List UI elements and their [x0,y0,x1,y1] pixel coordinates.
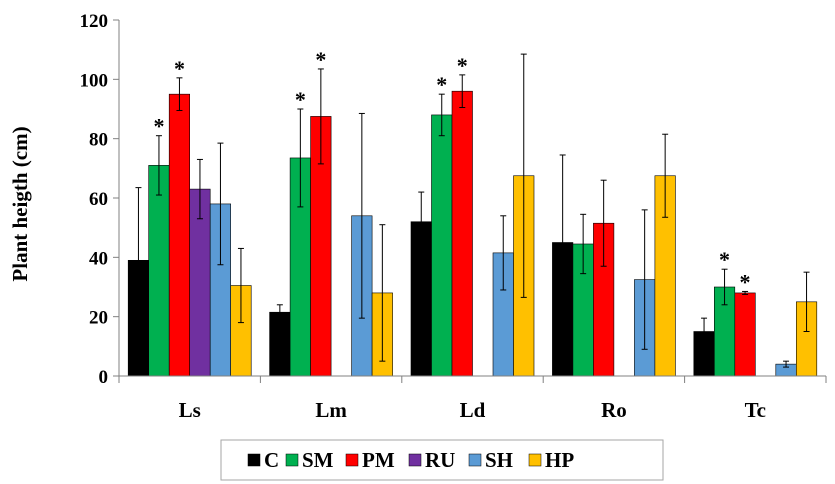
bar-PM-Ld [451,90,473,377]
x-category-label: Tc [745,398,766,422]
y-tick-label: 80 [89,130,108,151]
legend-label-C: C [264,448,279,472]
y-tick-label: 120 [80,11,109,32]
legend-swatch-RU [408,453,422,467]
error-bars-layer [135,53,810,368]
y-axis-ticks: 0 20 40 60 80 100 120 [80,11,119,388]
significance-star: * [315,47,326,72]
bar-SM-Ld [431,114,453,377]
legend-label-HP: HP [545,448,574,472]
legend-swatch-SH [468,453,482,467]
legend-swatch-PM [345,453,359,467]
significance-star: * [457,53,468,78]
bar-PM-Ls [168,93,190,377]
x-category-label: Ro [601,398,627,422]
x-category-label: Ls [179,398,201,422]
y-tick-label: 0 [99,367,109,388]
significance-star: * [174,56,185,81]
legend-swatch-HP [528,453,542,467]
legend-label-PM: PM [362,448,395,472]
y-tick-label: 100 [80,70,109,91]
y-tick-label: 40 [89,248,108,269]
y-tick-label: 60 [89,189,108,210]
significance-star: * [436,72,447,97]
significance-star: * [719,247,730,272]
x-axis-category-labels: Ls Lm Ld Ro Tc [179,398,766,422]
bars-layer [127,90,818,377]
y-tick-label: 20 [89,308,108,329]
x-axis-ticks [118,376,827,383]
y-axis-title: Plant heigth (cm) [8,126,32,281]
legend-label-RU: RU [425,448,455,472]
significance-star: * [295,87,306,112]
bar-PM-Tc [734,292,756,377]
legend-label-SM: SM [302,448,334,472]
bar-C-Lm [269,311,291,377]
legend-swatch-C [247,453,261,467]
x-category-label: Lm [315,398,347,422]
significance-star: * [153,114,164,139]
bar-SM-Ls [148,165,170,377]
significance-star: * [740,269,751,294]
legend: C SM PM RU SH HP [220,439,664,481]
x-category-label: Ld [460,398,486,422]
legend-frame [220,439,664,481]
legend-swatch-SM [285,453,299,467]
legend-label-SH: SH [485,448,513,472]
significance-layer: * * * * * * * * [153,47,750,295]
